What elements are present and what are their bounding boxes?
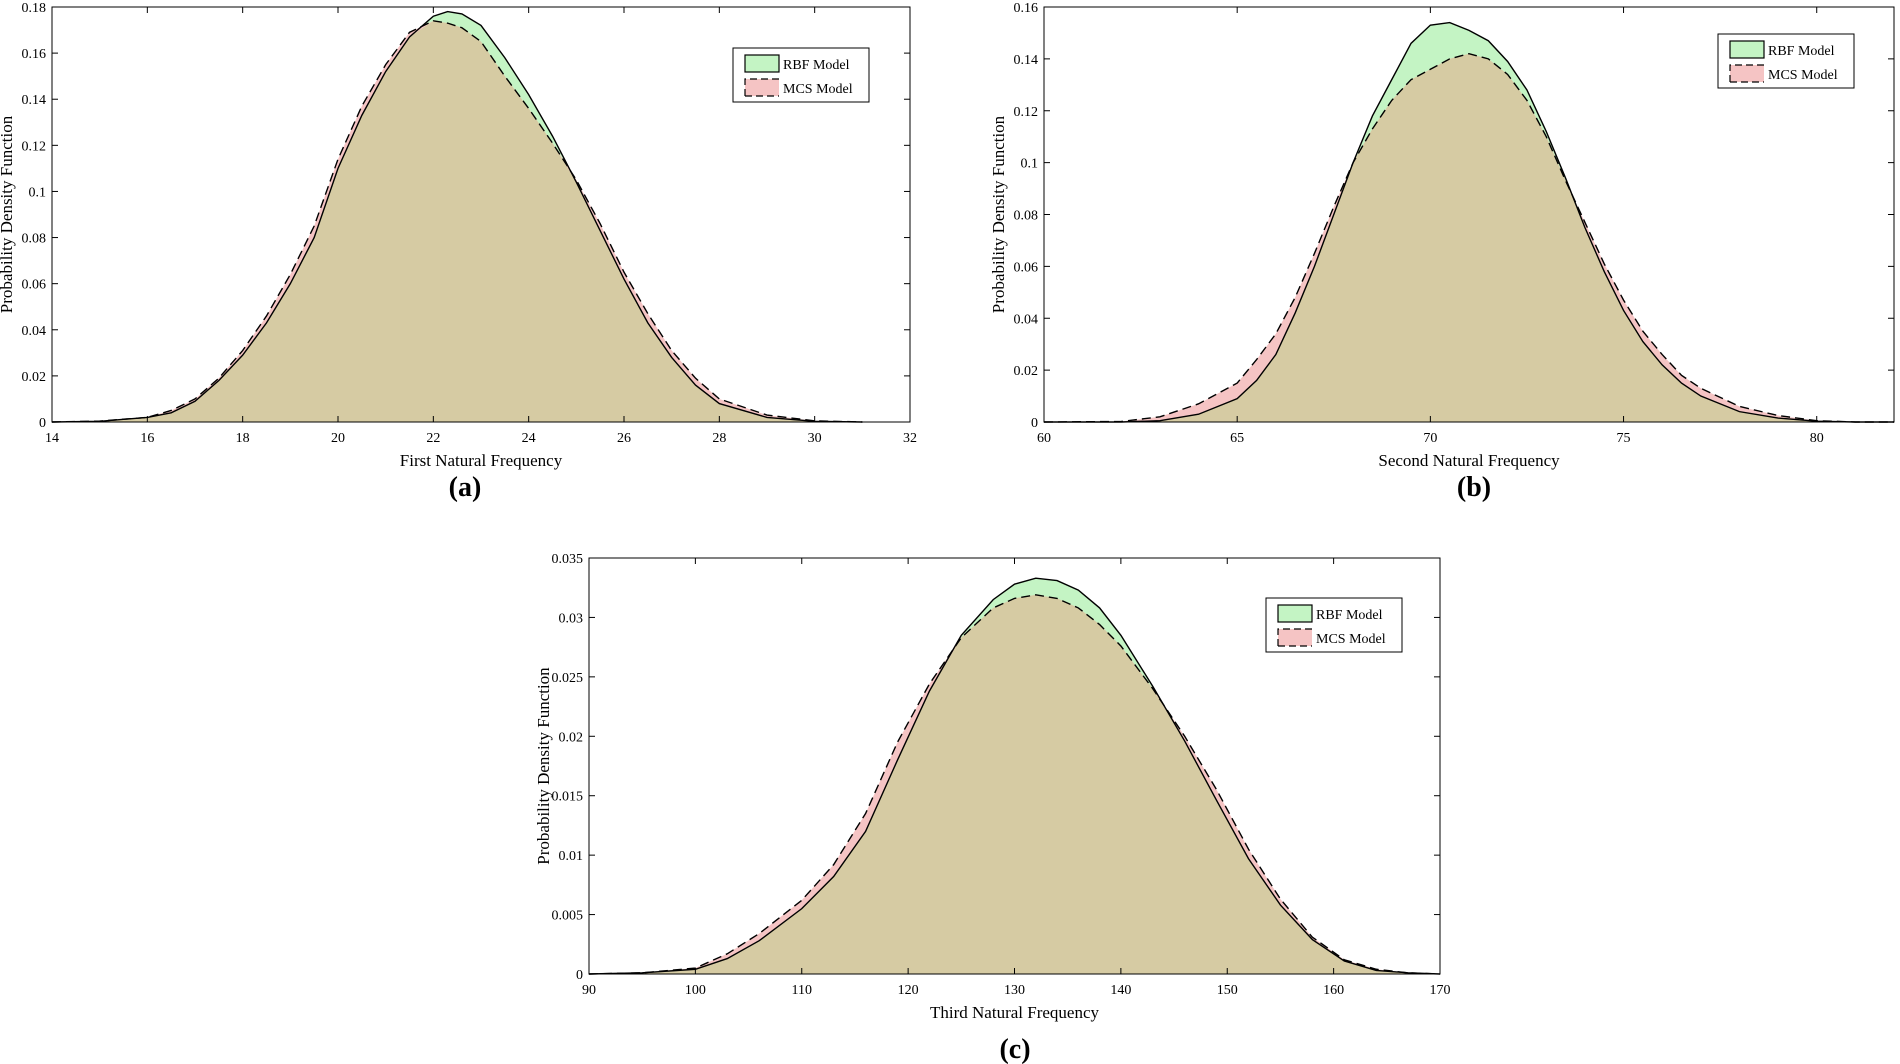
y-tick-label: 0.1 — [1021, 157, 1039, 172]
x-tick-label: 100 — [685, 983, 706, 998]
x-tick-label: 80 — [1810, 431, 1824, 446]
legend-swatch-mcs-border — [1277, 628, 1312, 646]
legend: RBF Model MCS Model — [1717, 33, 1855, 89]
y-tick-label: 0.08 — [1014, 209, 1039, 224]
rbf-series-line — [588, 577, 1441, 975]
legend-label-mcs: MCS Model — [1768, 68, 1838, 83]
y-tick-label: 0.06 — [22, 278, 47, 293]
panel-caption: (b) — [1457, 472, 1491, 503]
overlap-area — [589, 594, 1440, 974]
legend-swatch-rbf — [744, 54, 780, 73]
overlap-area — [52, 20, 863, 423]
x-tick-label: 160 — [1323, 983, 1344, 998]
y-tick-label: 0.08 — [22, 232, 47, 247]
legend-label-mcs: MCS Model — [1316, 632, 1386, 647]
legend-label-rbf: RBF Model — [1768, 44, 1835, 59]
y-tick-label: 0.015 — [552, 790, 584, 805]
x-tick-label: 70 — [1423, 431, 1437, 446]
y-tick-label: 0.02 — [1014, 364, 1039, 379]
legend-label-rbf: RBF Model — [1316, 608, 1383, 623]
y-tick-label: 0.04 — [1014, 312, 1039, 327]
x-tick-label: 20 — [331, 431, 345, 446]
x-tick-label: 18 — [236, 431, 250, 446]
legend-label-mcs: MCS Model — [783, 82, 853, 97]
mcs-series-line — [51, 20, 863, 423]
rbf-series-line — [51, 10, 863, 423]
y-tick-label: 0.06 — [1014, 260, 1039, 275]
x-tick-label: 140 — [1110, 983, 1131, 998]
chart-panel: 90 100 110 120 130 140 150 160 170 0 0.005 0.01 0.01… — [534, 552, 1451, 1064]
rbf-series-line — [1044, 21, 1894, 423]
x-tick-label: 120 — [898, 983, 919, 998]
legend-swatch-rbf — [1729, 40, 1765, 59]
x-tick-label: 65 — [1230, 431, 1244, 446]
legend: RBF Model MCS Model — [1265, 597, 1403, 653]
legend-label-rbf: RBF Model — [783, 58, 850, 73]
y-tick-label: 0.16 — [1014, 1, 1039, 16]
x-tick-label: 14 — [45, 431, 59, 446]
y-tick-label: 0.16 — [22, 47, 47, 62]
y-tick-label: 0.025 — [552, 671, 584, 686]
y-axis-label: Probability Density Function — [534, 667, 553, 865]
overlap-area — [1044, 53, 1894, 422]
panel-caption: (c) — [999, 1034, 1030, 1064]
y-tick-label: 0.035 — [552, 552, 584, 567]
x-tick-label: 32 — [903, 431, 917, 446]
legend: RBF Model MCS Model — [732, 47, 870, 103]
legend-swatch-mcs — [1278, 629, 1312, 646]
x-tick-label: 30 — [808, 431, 822, 446]
y-tick-label: 0.12 — [22, 139, 47, 154]
y-tick-label: 0.18 — [22, 1, 47, 16]
x-tick-label: 75 — [1617, 431, 1631, 446]
x-tick-label: 150 — [1217, 983, 1238, 998]
chart-panel: 14 16 18 20 22 24 26 28 30 32 0 0.02 0.04 0.06 0.08 0.1… — [0, 1, 917, 503]
x-tick-label: 170 — [1430, 983, 1451, 998]
y-tick-label: 0.02 — [559, 730, 584, 745]
x-axis-label: Third Natural Frequency — [930, 1003, 1099, 1022]
y-axis-label: Probability Density Function — [0, 115, 16, 313]
y-tick-label: 0.1 — [29, 185, 47, 200]
y-tick-label: 0 — [39, 416, 46, 431]
x-tick-label: 22 — [426, 431, 440, 446]
x-tick-label: 130 — [1004, 983, 1025, 998]
y-tick-label: 0.03 — [559, 611, 584, 626]
y-tick-label: 0.005 — [552, 909, 584, 924]
x-tick-label: 16 — [140, 431, 154, 446]
legend-swatch-mcs — [745, 79, 779, 96]
y-tick-label: 0.14 — [1014, 53, 1039, 68]
y-tick-label: 0.01 — [559, 849, 584, 864]
legend-swatch-mcs-border — [744, 78, 779, 96]
y-tick-label: 0 — [1031, 416, 1038, 431]
x-tick-label: 90 — [582, 983, 596, 998]
mcs-series-line — [588, 594, 1441, 975]
panel-caption: (a) — [449, 472, 482, 503]
x-tick-label: 26 — [617, 431, 631, 446]
y-tick-label: 0.14 — [22, 93, 47, 108]
x-tick-label: 110 — [792, 983, 812, 998]
y-axis-label: Probability Density Function — [989, 115, 1008, 313]
y-tick-label: 0 — [576, 968, 583, 983]
mcs-series-line — [1043, 52, 1894, 423]
y-tick-label: 0.04 — [22, 324, 47, 339]
x-axis-label: First Natural Frequency — [400, 451, 563, 470]
axes-frame — [51, 6, 911, 423]
legend-swatch-rbf — [1277, 604, 1313, 623]
chart-panel: 60 65 70 75 80 0 0.02 0.04 0.06 0.08 0.1 0.12 0.14 0.… — [989, 1, 1895, 503]
y-tick-label: 0.02 — [22, 370, 47, 385]
legend-swatch-mcs-border — [1729, 64, 1764, 82]
x-tick-label: 24 — [522, 431, 536, 446]
x-axis-label: Second Natural Frequency — [1378, 451, 1560, 470]
y-tick-label: 0.12 — [1014, 105, 1039, 120]
x-tick-label: 28 — [712, 431, 726, 446]
x-tick-label: 60 — [1037, 431, 1051, 446]
legend-swatch-mcs — [1730, 65, 1764, 82]
